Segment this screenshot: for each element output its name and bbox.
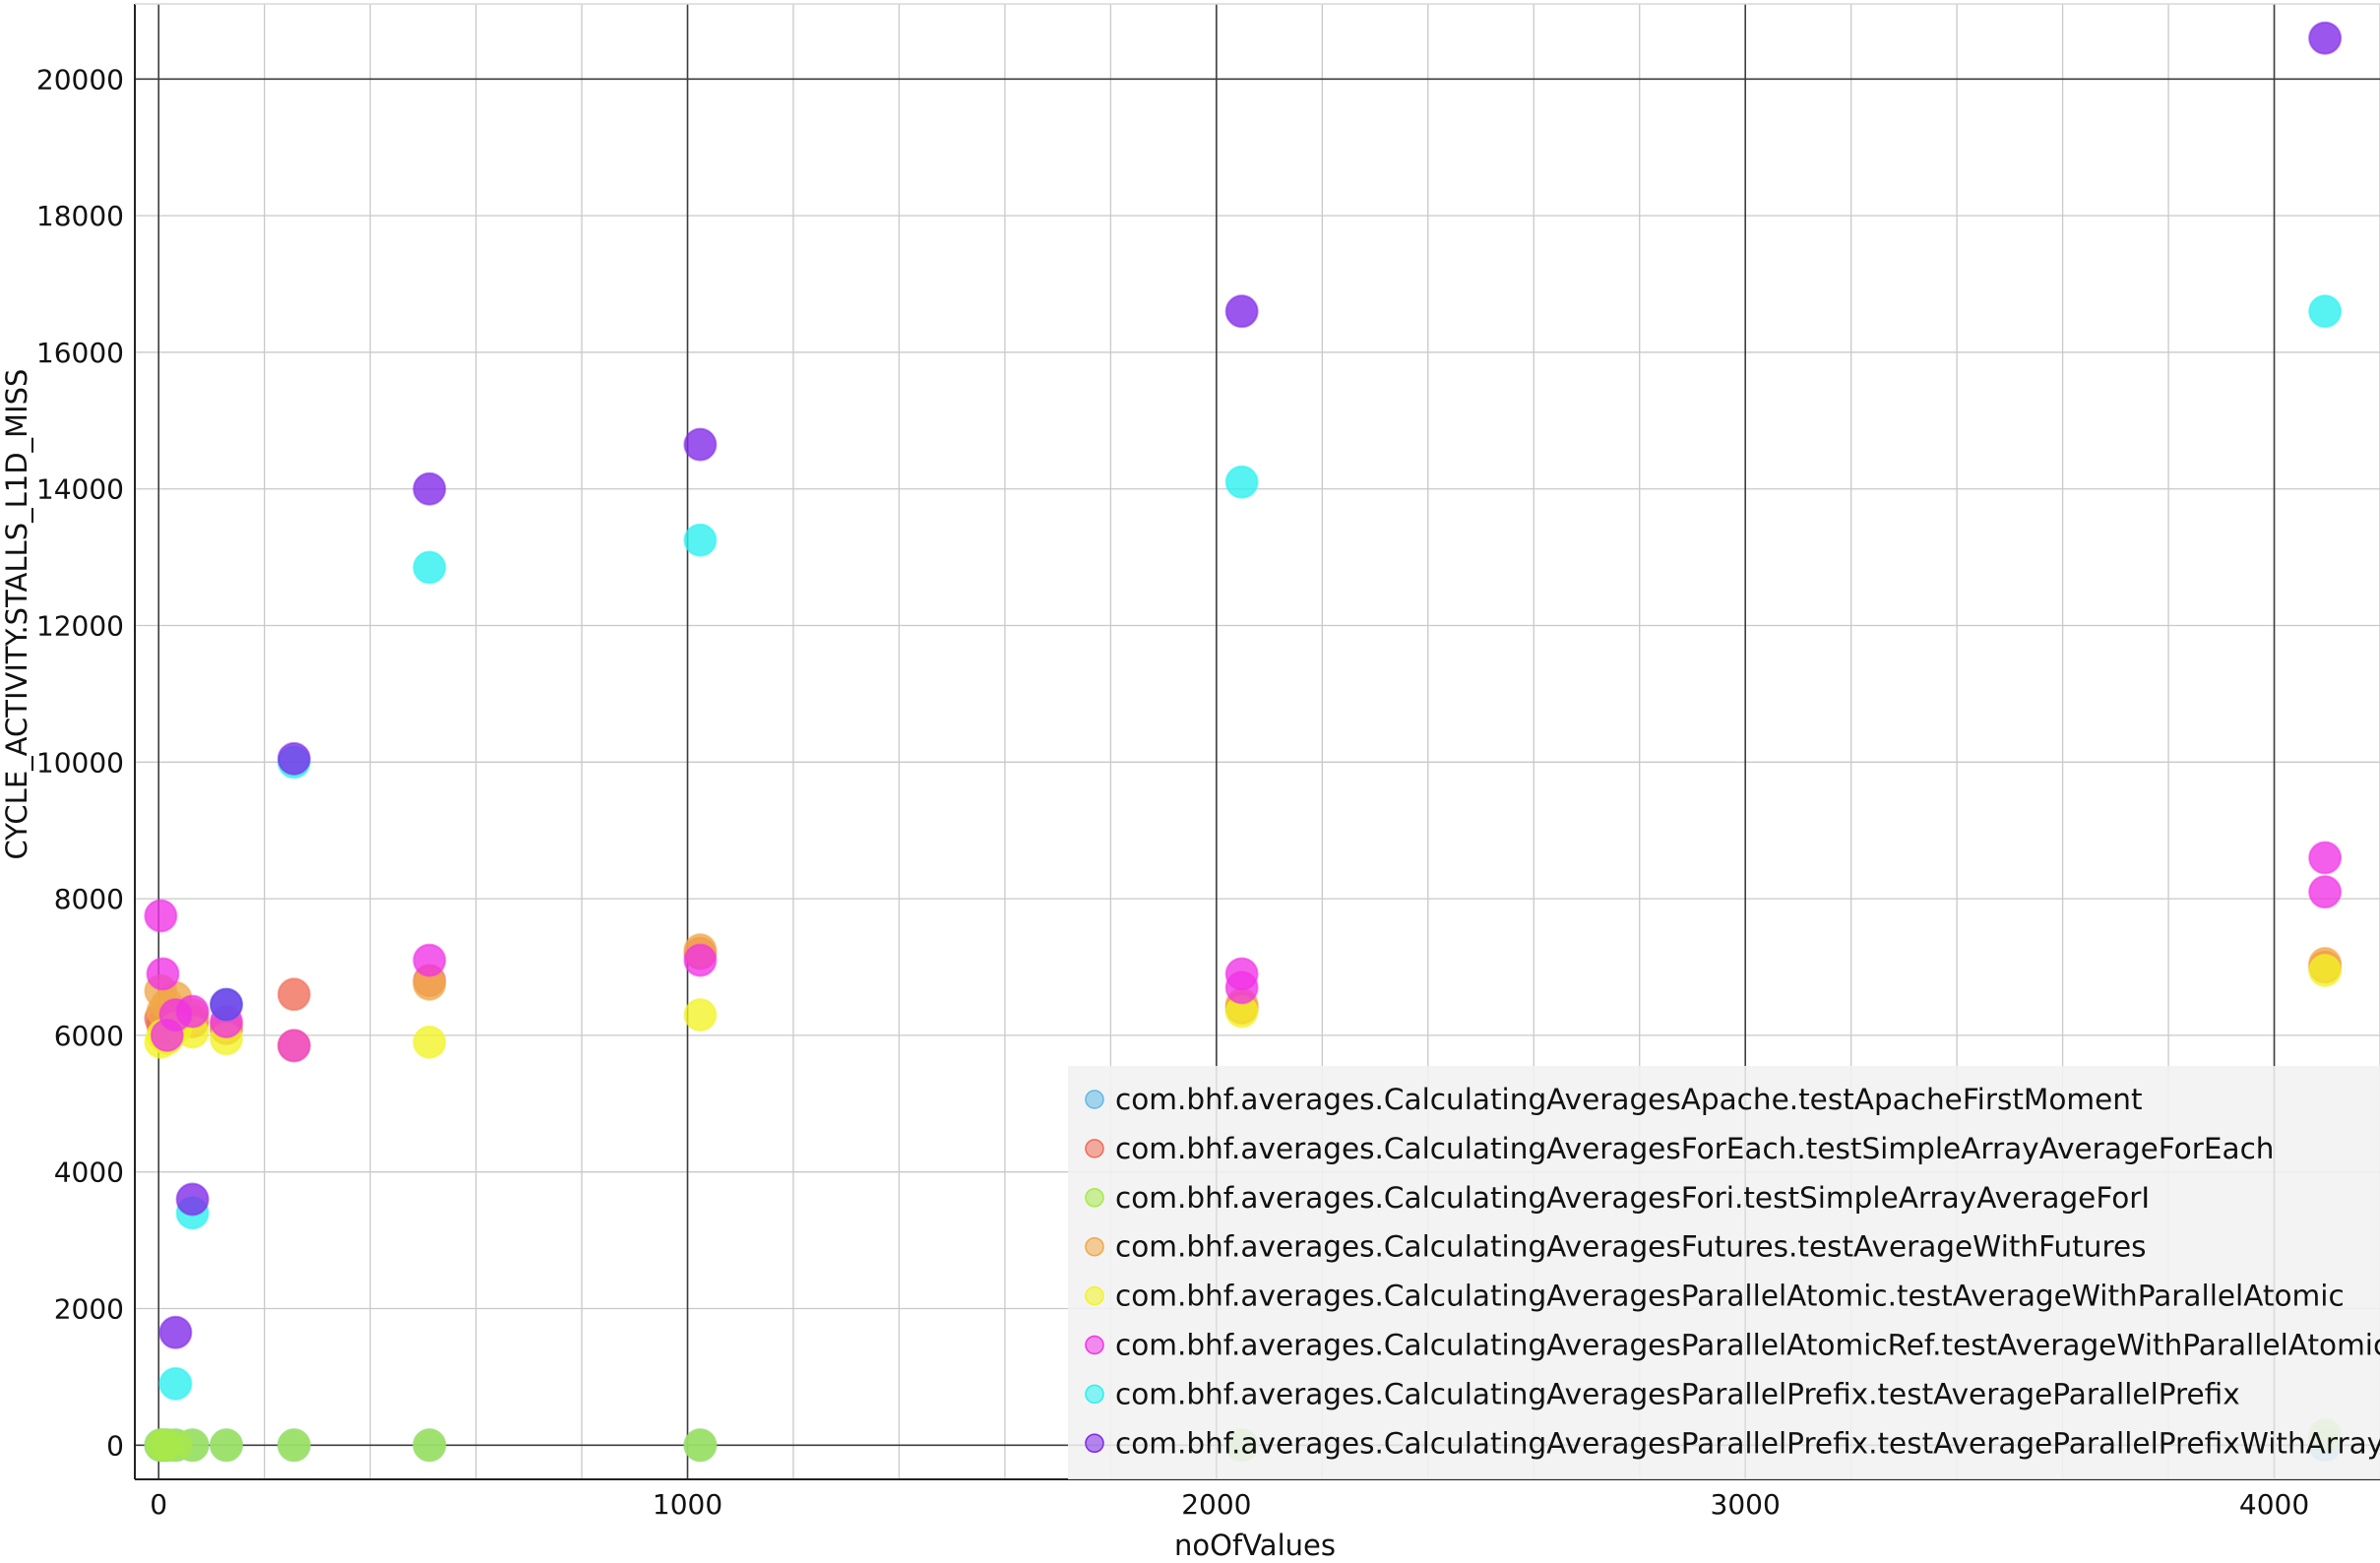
data-point <box>1224 465 1259 499</box>
y-axis-title: CYCLE_ACTIVITY.STALLS_L1D_MISS <box>0 369 33 860</box>
y-tick-label: 16000 <box>36 337 124 369</box>
legend-marker <box>1085 1188 1104 1208</box>
data-point <box>412 471 447 506</box>
data-point <box>158 1315 193 1349</box>
legend-label: com.bhf.averages.CalculatingAveragesApac… <box>1115 1083 2143 1116</box>
data-point <box>2308 21 2343 55</box>
y-tick-label: 14000 <box>36 473 124 506</box>
legend-marker <box>1085 1335 1104 1355</box>
y-tick-label: 8000 <box>54 883 124 915</box>
data-point <box>412 943 447 977</box>
y-tick-label: 20000 <box>36 63 124 95</box>
data-point <box>683 523 718 557</box>
data-point <box>175 1182 210 1217</box>
legend-marker <box>1085 1285 1104 1306</box>
data-point <box>277 1428 311 1463</box>
legend-marker <box>1085 1139 1104 1158</box>
x-tick-label: 3000 <box>1711 1488 1781 1521</box>
data-point <box>2308 875 2343 909</box>
legend-label: com.bhf.averages.CalculatingAveragesForE… <box>1115 1132 2275 1165</box>
y-tick-label: 12000 <box>36 610 124 643</box>
x-tick-label: 0 <box>150 1488 167 1521</box>
data-point <box>1224 957 1259 991</box>
y-tick-label: 4000 <box>54 1157 124 1189</box>
y-tick-label: 10000 <box>36 746 124 779</box>
data-point <box>412 1428 447 1463</box>
data-point <box>412 550 447 585</box>
legend-marker <box>1085 1236 1104 1257</box>
data-point <box>1224 294 1259 329</box>
data-point <box>144 899 178 933</box>
data-point <box>175 994 210 1029</box>
data-point <box>683 1428 718 1463</box>
legend-label: com.bhf.averages.CalculatingAveragesFori… <box>1115 1181 2150 1215</box>
legend-marker <box>1085 1090 1104 1109</box>
legend-box <box>1068 1066 2380 1479</box>
legend-marker <box>1085 1384 1104 1405</box>
y-tick-label: 18000 <box>36 200 124 232</box>
legend-marker <box>1085 1433 1104 1454</box>
data-point <box>683 427 718 462</box>
data-point <box>209 1428 243 1463</box>
data-point <box>683 943 718 977</box>
data-point <box>2308 294 2343 329</box>
data-point <box>277 1029 311 1063</box>
data-point <box>412 1025 447 1059</box>
y-tick-label: 2000 <box>54 1293 124 1326</box>
x-tick-label: 4000 <box>2239 1488 2309 1521</box>
legend-label: com.bhf.averages.CalculatingAveragesPara… <box>1115 1280 2345 1313</box>
data-point <box>683 998 718 1032</box>
y-tick-label: 6000 <box>54 1020 124 1052</box>
data-point <box>277 741 311 776</box>
data-point <box>2308 841 2343 875</box>
data-point <box>175 1428 210 1463</box>
x-axis-title: noOfValues <box>1174 1529 1336 1559</box>
legend-label: com.bhf.averages.CalculatingAveragesFutu… <box>1115 1230 2146 1264</box>
data-point <box>158 1366 193 1401</box>
legend-label: com.bhf.averages.CalculatingAveragesPara… <box>1115 1426 2380 1460</box>
data-point <box>146 957 180 991</box>
legend-label: com.bhf.averages.CalculatingAveragesPara… <box>1115 1329 2380 1362</box>
legend: com.bhf.averages.CalculatingAveragesApac… <box>1068 1066 2380 1479</box>
y-tick-label: 0 <box>106 1429 124 1462</box>
x-tick-label: 2000 <box>1181 1488 1251 1521</box>
x-tick-label: 1000 <box>653 1488 722 1521</box>
legend-label: com.bhf.averages.CalculatingAveragesPara… <box>1115 1377 2240 1410</box>
data-point <box>277 977 311 1012</box>
data-point <box>2308 953 2343 987</box>
data-points <box>144 21 2343 1463</box>
data-point <box>209 987 243 1022</box>
